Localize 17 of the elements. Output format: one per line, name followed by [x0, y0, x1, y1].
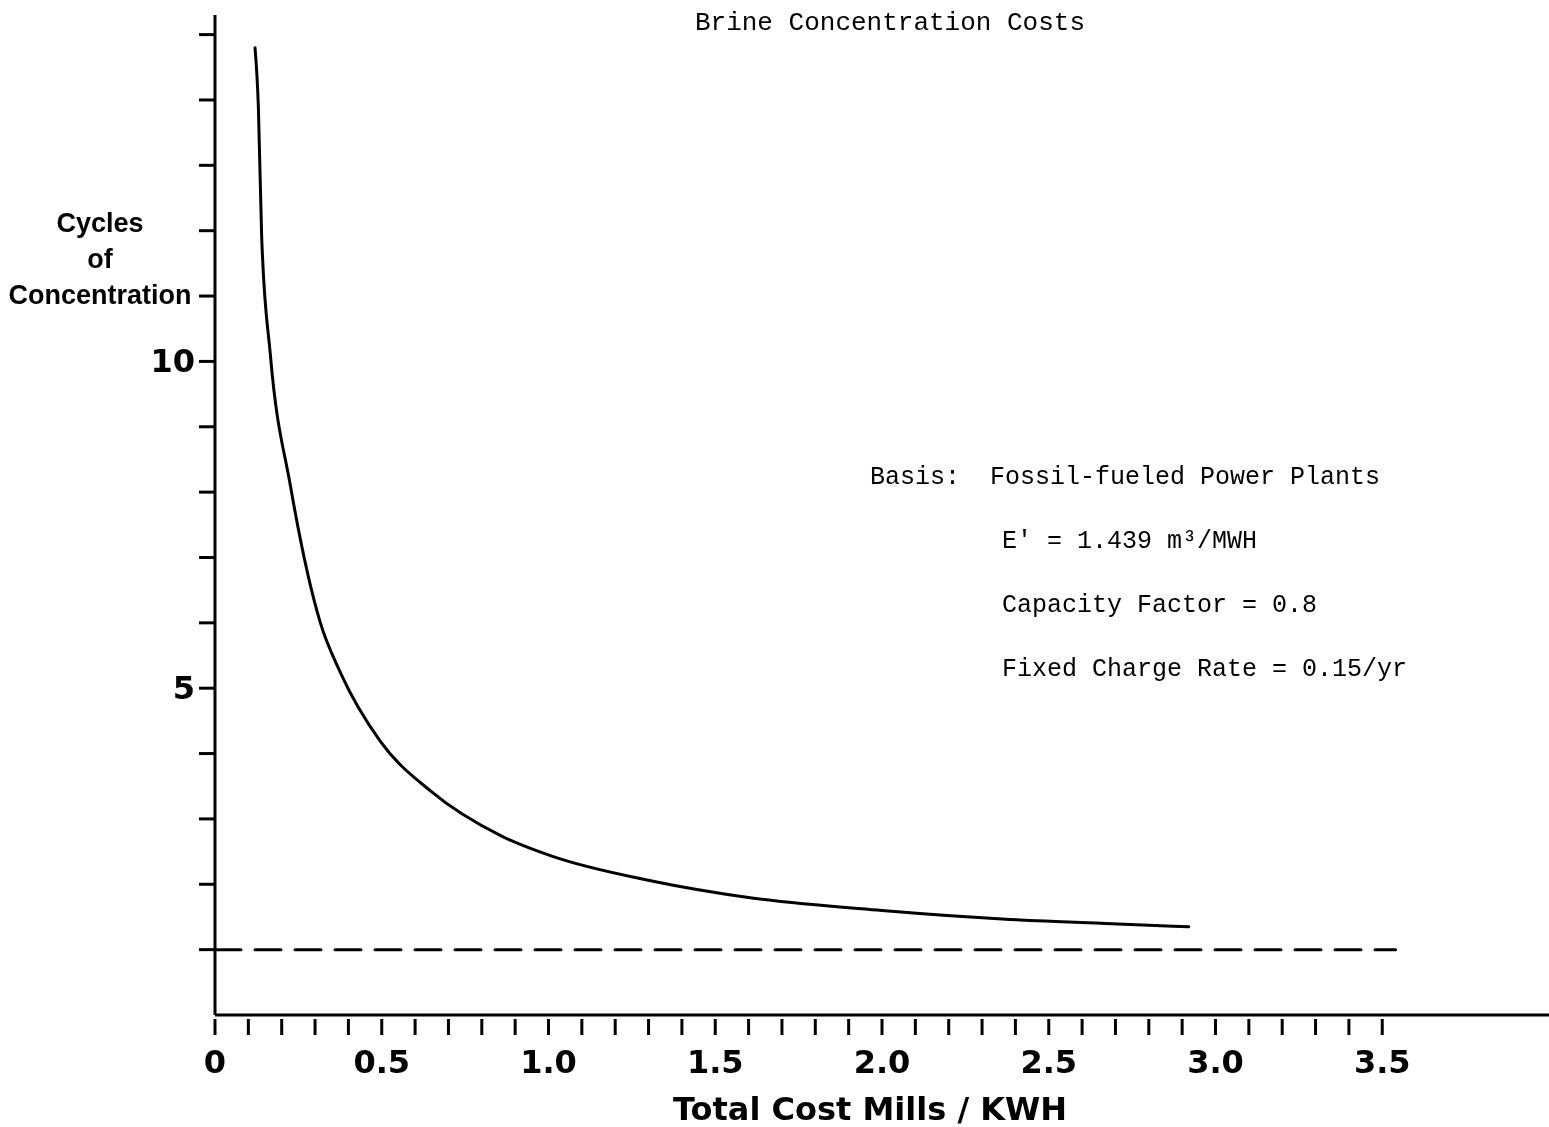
x-tick-label: 2.0: [853, 1043, 911, 1081]
x-tick-label: 0.5: [353, 1043, 411, 1081]
y-tick-label: 10: [150, 342, 195, 381]
x-tick-label: 0: [203, 1043, 227, 1081]
x-axis-title: Total Cost Mills / KWH: [672, 1090, 1068, 1127]
y-tick-label: 5: [172, 669, 195, 708]
annotation: Fixed Charge Rate = 0.15/yr: [1002, 655, 1408, 684]
x-tick-label: 2.5: [1020, 1043, 1078, 1081]
x-tick-label: 1.5: [686, 1043, 744, 1081]
x-tick-label: 3.5: [1353, 1043, 1411, 1081]
annotation: Capacity Factor = 0.8: [1002, 591, 1318, 620]
x-tick-label: 3.0: [1187, 1043, 1244, 1081]
y-axis-title: Cycles of Concentration: [8, 208, 192, 310]
x-tick-label: 1.0: [520, 1043, 577, 1081]
annotation: Basis: Fossil-fueled Power Plants: [870, 463, 1381, 492]
chart-title: Brine Concentration Costs: [694, 8, 1086, 38]
annotation: E' = 1.439 m³/MWH: [1002, 527, 1258, 556]
